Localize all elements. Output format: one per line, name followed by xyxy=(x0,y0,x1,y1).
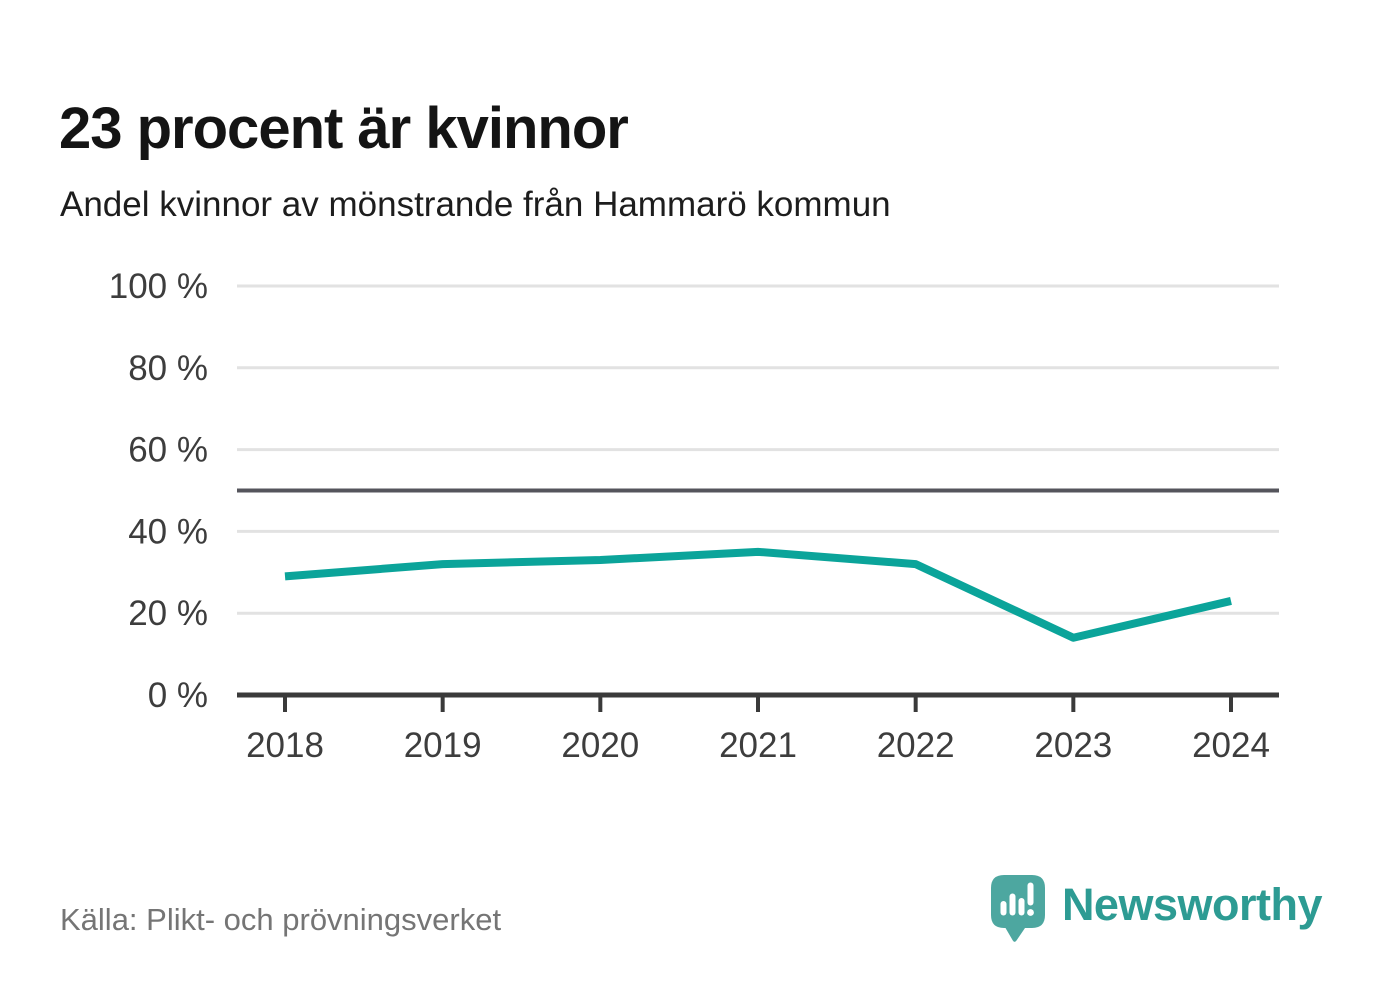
y-tick-label: 100 % xyxy=(109,267,208,306)
line-chart-svg: 0 % 20 % 40 % 60 % 80 % 100 % 2018 2019 2020 2021… xyxy=(109,267,1279,765)
y-tick-label: 20 % xyxy=(128,594,208,633)
page-title: 23 procent är kvinnor xyxy=(59,95,629,161)
x-tick-label: 2024 xyxy=(1192,726,1270,765)
newsworthy-logo-text: Newsworthy xyxy=(1061,878,1323,930)
chart-subtitle: Andel kvinnor av mönstrande från Hammarö… xyxy=(60,185,891,224)
x-tick-label: 2019 xyxy=(404,726,482,765)
x-tick-label: 2020 xyxy=(561,726,639,765)
x-tick-label: 2023 xyxy=(1034,726,1112,765)
y-tick-label: 80 % xyxy=(128,349,208,388)
x-tick-label: 2022 xyxy=(877,726,955,765)
newsworthy-logo: Newsworthy xyxy=(988,872,1323,946)
line-chart: 0 % 20 % 40 % 60 % 80 % 100 % 2018 2019 2020 2021… xyxy=(0,250,1382,790)
y-tick-label: 40 % xyxy=(128,512,208,551)
newsworthy-logo-icon xyxy=(990,875,1045,942)
x-tick-label: 2018 xyxy=(246,726,324,765)
source-label: Källa: Plikt- och prövningsverket xyxy=(60,902,502,937)
x-tick-label: 2021 xyxy=(719,726,797,765)
y-tick-label: 0 % xyxy=(148,676,208,715)
y-tick-label: 60 % xyxy=(128,431,208,470)
data-line xyxy=(284,547,1232,642)
